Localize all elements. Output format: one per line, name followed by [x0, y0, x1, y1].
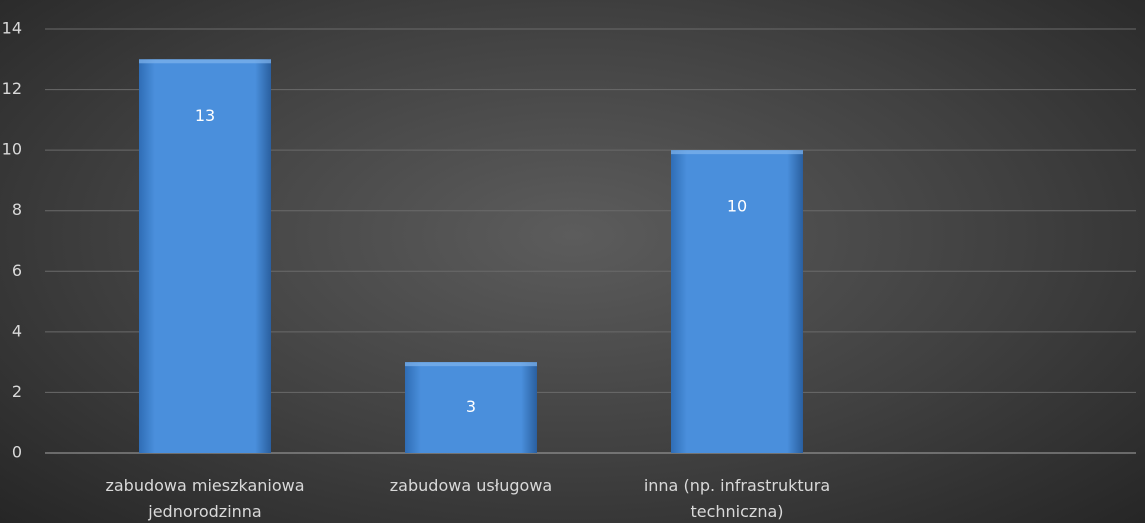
y-tick-label: 2	[12, 382, 22, 401]
bar-top-bevel	[405, 362, 537, 367]
y-tick-label: 8	[12, 200, 22, 219]
y-tick-label: 12	[2, 79, 22, 98]
value-label: 3	[466, 397, 476, 416]
y-tick-label: 10	[2, 140, 22, 159]
y-tick-label: 14	[2, 19, 22, 38]
x-tick-label: zabudowa mieszkaniowa jednorodzinna	[105, 476, 305, 521]
value-label: 13	[195, 106, 215, 125]
y-tick-label: 4	[12, 321, 22, 340]
bar	[405, 362, 537, 453]
bar-top-bevel	[139, 59, 271, 64]
y-tick-label: 6	[12, 261, 22, 280]
y-tick-label: 0	[12, 443, 22, 462]
value-label: 10	[727, 197, 747, 216]
bar	[671, 150, 803, 453]
x-tick-label: zabudowa usługowa	[389, 476, 553, 495]
bar	[139, 59, 271, 454]
x-tick-label: inna (np. infrastruktura techniczna)	[643, 476, 831, 521]
bar-top-bevel	[671, 150, 803, 155]
